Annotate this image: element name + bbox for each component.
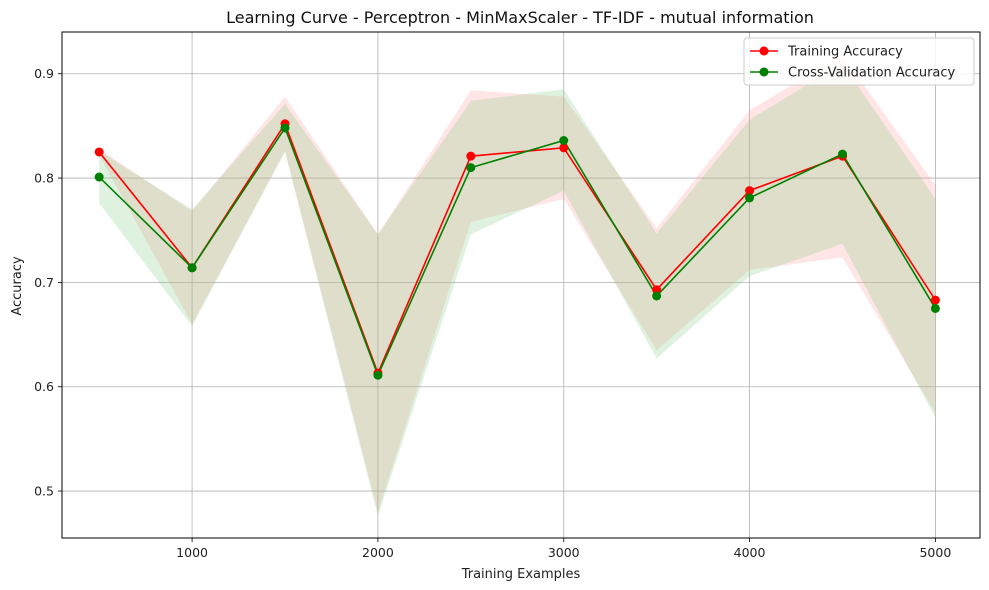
data-point-cross-validation (745, 193, 755, 203)
y-axis-ticks: 0.5 0.6 0.7 0.8 0.9 (34, 66, 62, 499)
data-point-cross-validation (559, 136, 569, 146)
data-point-training (466, 151, 476, 161)
legend-label-cross-validation: Cross-Validation Accuracy (788, 66, 956, 81)
legend: Training Accuracy Cross-Validation Accura… (743, 37, 975, 86)
series-line-cross-validation (98, 126, 937, 378)
series-points (94, 119, 940, 380)
legend-marker-training (759, 46, 769, 56)
x-tick-label: 1000 (176, 545, 208, 560)
data-point-cross-validation (280, 123, 290, 133)
y-tick-label: 0.9 (34, 66, 54, 81)
data-point-training (94, 147, 104, 157)
data-point-training (652, 285, 662, 295)
legend-entries: Training Accuracy Cross-Validation Accura… (750, 45, 956, 81)
series-lines (98, 122, 937, 378)
confidence-band-cross-validation (99, 63, 936, 517)
data-point-cross-validation (187, 263, 197, 273)
x-tick-label: 3000 (548, 545, 580, 560)
data-point-cross-validation (94, 172, 104, 182)
plot-frame (61, 31, 981, 539)
y-tick-label: 0.7 (34, 275, 54, 290)
y-axis-label: Accuracy (10, 256, 25, 316)
x-axis-label: Training Examples (461, 567, 581, 582)
data-point-cross-validation (837, 149, 847, 159)
data-point-cross-validation (652, 291, 662, 301)
x-tick-label: 2000 (362, 545, 394, 560)
legend-label-training: Training Accuracy (787, 45, 903, 60)
data-point-training (745, 186, 755, 196)
legend-box (743, 37, 975, 86)
data-point-cross-validation (373, 370, 383, 380)
data-point-cross-validation (466, 163, 476, 173)
x-axis-ticks: 1000 2000 3000 4000 5000 (176, 538, 951, 560)
chart-title: Learning Curve - Perceptron - MinMaxScal… (226, 8, 814, 27)
series-line-training (98, 122, 937, 376)
confidence-bands (99, 54, 936, 517)
confidence-band-training (99, 54, 936, 512)
data-point-cross-validation (930, 303, 940, 313)
data-point-training (930, 295, 940, 305)
y-tick-label: 0.5 (34, 484, 54, 499)
legend-marker-cross-validation (759, 67, 769, 77)
x-tick-label: 4000 (734, 545, 766, 560)
data-point-training (559, 143, 569, 153)
y-tick-label: 0.6 (34, 379, 54, 394)
x-tick-label: 5000 (919, 545, 951, 560)
y-tick-label: 0.8 (34, 171, 54, 186)
